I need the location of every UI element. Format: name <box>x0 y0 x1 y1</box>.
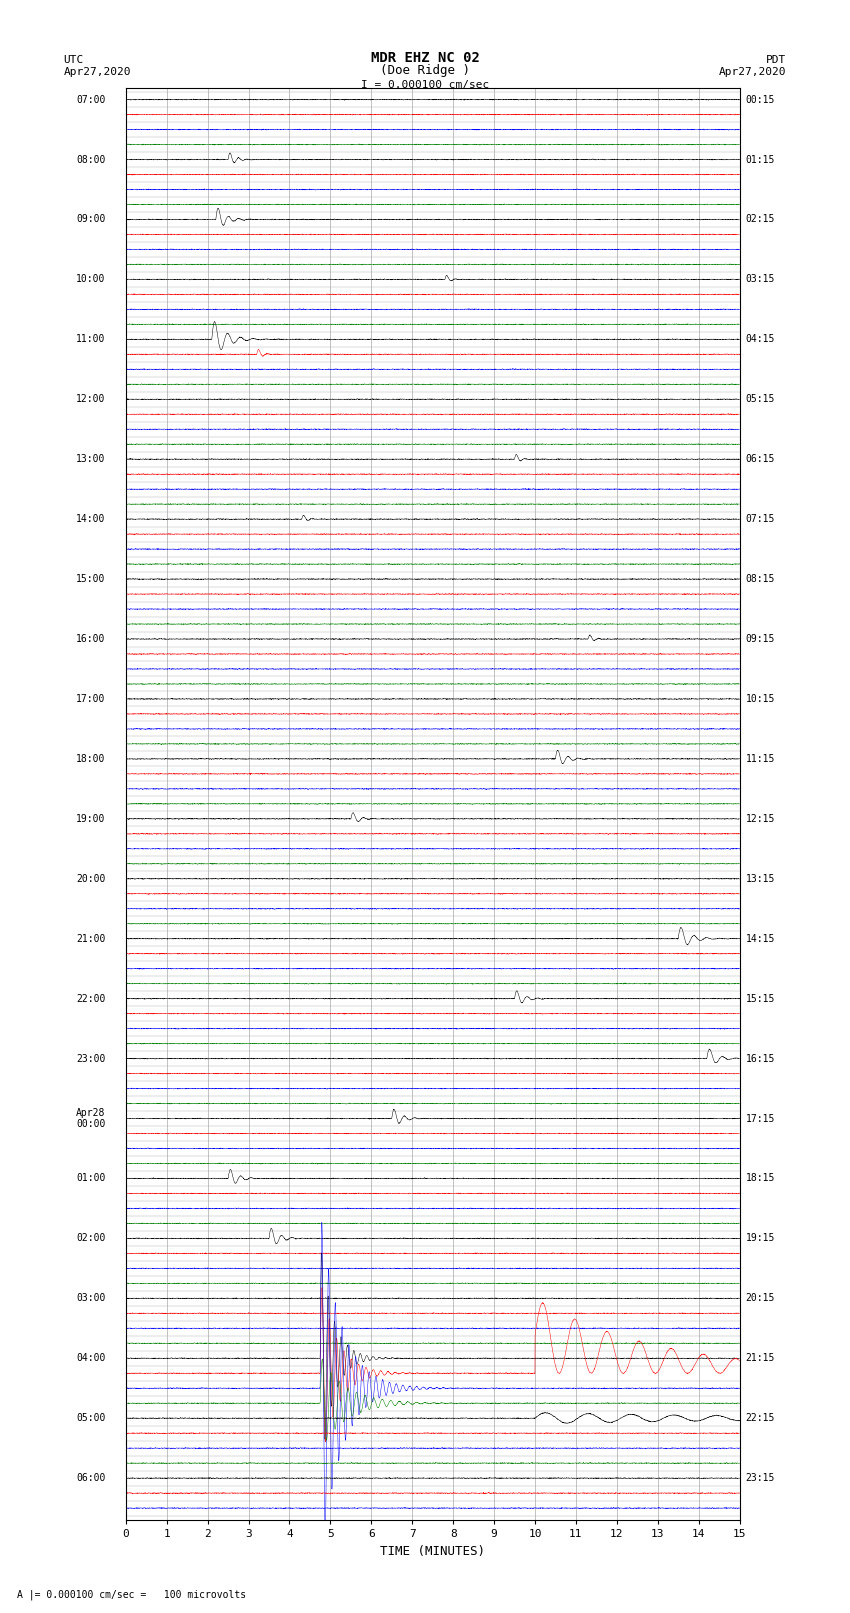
Text: 08:15: 08:15 <box>745 574 775 584</box>
Text: 02:00: 02:00 <box>76 1234 105 1244</box>
Text: 09:15: 09:15 <box>745 634 775 644</box>
Text: 11:00: 11:00 <box>76 334 105 344</box>
Text: 17:15: 17:15 <box>745 1113 775 1124</box>
Text: 03:15: 03:15 <box>745 274 775 284</box>
Text: 14:15: 14:15 <box>745 934 775 944</box>
Text: I = 0.000100 cm/sec: I = 0.000100 cm/sec <box>361 81 489 90</box>
Text: 19:15: 19:15 <box>745 1234 775 1244</box>
X-axis label: TIME (MINUTES): TIME (MINUTES) <box>380 1545 485 1558</box>
Text: (Doe Ridge ): (Doe Ridge ) <box>380 65 470 77</box>
Text: MDR EHZ NC 02: MDR EHZ NC 02 <box>371 50 479 65</box>
Text: 07:15: 07:15 <box>745 515 775 524</box>
Text: 03:00: 03:00 <box>76 1294 105 1303</box>
Text: 04:00: 04:00 <box>76 1353 105 1363</box>
Text: 14:00: 14:00 <box>76 515 105 524</box>
Text: 06:15: 06:15 <box>745 455 775 465</box>
Text: UTC: UTC <box>64 55 84 65</box>
Text: 00:15: 00:15 <box>745 95 775 105</box>
Text: 13:15: 13:15 <box>745 874 775 884</box>
Text: 23:00: 23:00 <box>76 1053 105 1063</box>
Text: 17:00: 17:00 <box>76 694 105 703</box>
Text: 21:00: 21:00 <box>76 934 105 944</box>
Text: 05:15: 05:15 <box>745 394 775 405</box>
Text: Apr27,2020: Apr27,2020 <box>64 68 131 77</box>
Text: 15:00: 15:00 <box>76 574 105 584</box>
Text: 12:00: 12:00 <box>76 394 105 405</box>
Text: 16:00: 16:00 <box>76 634 105 644</box>
Text: 09:00: 09:00 <box>76 215 105 224</box>
Text: 15:15: 15:15 <box>745 994 775 1003</box>
Text: 10:15: 10:15 <box>745 694 775 703</box>
Text: 12:15: 12:15 <box>745 815 775 824</box>
Text: 04:15: 04:15 <box>745 334 775 344</box>
Text: A |= 0.000100 cm/sec =   100 microvolts: A |= 0.000100 cm/sec = 100 microvolts <box>17 1589 246 1600</box>
Text: 22:00: 22:00 <box>76 994 105 1003</box>
Text: 08:00: 08:00 <box>76 155 105 165</box>
Text: 05:00: 05:00 <box>76 1413 105 1423</box>
Text: Apr28
00:00: Apr28 00:00 <box>76 1108 105 1129</box>
Text: 11:15: 11:15 <box>745 753 775 765</box>
Text: 13:00: 13:00 <box>76 455 105 465</box>
Text: 07:00: 07:00 <box>76 95 105 105</box>
Text: 18:00: 18:00 <box>76 753 105 765</box>
Text: 19:00: 19:00 <box>76 815 105 824</box>
Text: 23:15: 23:15 <box>745 1473 775 1482</box>
Text: 06:00: 06:00 <box>76 1473 105 1482</box>
Text: 02:15: 02:15 <box>745 215 775 224</box>
Text: 18:15: 18:15 <box>745 1173 775 1184</box>
Text: 16:15: 16:15 <box>745 1053 775 1063</box>
Text: 01:00: 01:00 <box>76 1173 105 1184</box>
Text: 20:00: 20:00 <box>76 874 105 884</box>
Text: 10:00: 10:00 <box>76 274 105 284</box>
Text: PDT: PDT <box>766 55 786 65</box>
Text: 01:15: 01:15 <box>745 155 775 165</box>
Text: 22:15: 22:15 <box>745 1413 775 1423</box>
Text: Apr27,2020: Apr27,2020 <box>719 68 786 77</box>
Text: 20:15: 20:15 <box>745 1294 775 1303</box>
Text: 21:15: 21:15 <box>745 1353 775 1363</box>
